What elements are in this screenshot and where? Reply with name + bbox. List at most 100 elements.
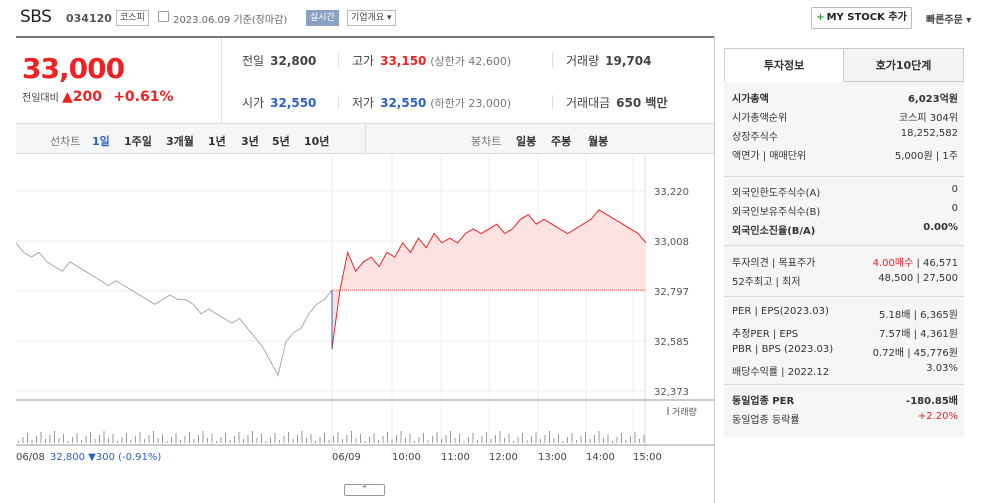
volume-bar [382, 436, 384, 443]
info-label: 52주최고 | 최저 [732, 277, 801, 288]
volume-bar [117, 441, 118, 443]
info-row: 동일업종 PER -180.85배 [732, 392, 958, 408]
chart-period-bar: 선차트 1일 1주일 3개월 1년 3년 5년 10년 봉차트 일봉 주봉 월봉 [16, 123, 714, 155]
period-1d[interactable]: 1일 [92, 135, 110, 148]
candle-weekly[interactable]: 주봉 [551, 135, 572, 148]
volume-bar [319, 437, 321, 443]
volume-bar [531, 436, 532, 443]
y-tick-label: 33,220 [654, 187, 689, 198]
info-value: 코스피 304위 [898, 113, 958, 124]
volume-bar [45, 439, 46, 443]
volume-bar [526, 440, 528, 443]
volume-bar [571, 433, 573, 443]
volume-bar [283, 436, 285, 443]
volume-value: 19,704 [605, 54, 652, 68]
volume-bar [103, 431, 105, 443]
collapse-chart-button[interactable]: ⌃ [344, 484, 385, 496]
volume-bar [535, 432, 537, 443]
volume-bar [297, 435, 298, 443]
info-row: 시가총액 6,023억원 [732, 90, 958, 106]
chart-svg: 33,220 33,008 32,797 32,585 32,373 06/08 06/09… [15, 155, 714, 463]
volume-legend: 거래량 [672, 406, 697, 418]
volume-bar [391, 439, 393, 443]
x-tick-label: 15:00 [633, 452, 662, 463]
volume-bar [549, 431, 550, 443]
period-3m[interactable]: 3개월 [166, 135, 194, 148]
y-tick-label: 32,373 [654, 387, 689, 398]
amount-value: 650 백만 [616, 96, 668, 110]
volume-bar [621, 433, 622, 443]
volume-bar [558, 434, 559, 443]
tab-invest-info[interactable]: 투자정보 [724, 48, 844, 82]
candle-daily[interactable]: 일봉 [516, 135, 537, 148]
volume-bar [427, 440, 429, 443]
realtime-tag[interactable]: 실시간 [306, 10, 339, 26]
period-5y[interactable]: 5년 [272, 135, 290, 148]
volume-bar [612, 441, 613, 443]
volume-bar [292, 439, 294, 443]
volume-bar [220, 437, 222, 443]
info-label: 투자의견 | 목표주가 [732, 258, 816, 269]
volume-bar [301, 431, 303, 443]
today-area-fill [332, 209, 646, 350]
volume-bar [175, 433, 177, 443]
volume-bar [180, 440, 181, 443]
volume-bar [94, 439, 96, 443]
volume-bar [351, 431, 352, 443]
volume-bar [378, 440, 379, 443]
change-percent: +0.61% [113, 89, 174, 105]
period-3y[interactable]: 3년 [241, 135, 259, 148]
fast-order-menu[interactable]: 빠른주문 ▾ [926, 11, 971, 26]
volume-bar [400, 431, 402, 443]
divider [338, 95, 339, 109]
divider [724, 296, 964, 297]
divider [16, 36, 714, 38]
add-mystock-button[interactable]: + MY STOCK 추가 [811, 7, 912, 29]
volume-bar [198, 435, 199, 443]
volume-bar [441, 439, 442, 443]
volume-bar [337, 432, 339, 443]
volume-bar [499, 431, 501, 443]
intraday-chart[interactable]: 33,220 33,008 32,797 32,585 32,373 06/08 06/09… [15, 155, 714, 500]
high-label: 고가 [352, 54, 375, 68]
info-value: -180.85배 [906, 396, 958, 407]
info-label: 외국인소진율(B/A) [732, 226, 816, 237]
volume-bar [99, 435, 100, 443]
volume-bar [508, 434, 510, 443]
stock-code: 034120 [66, 12, 112, 25]
volume-bar [90, 432, 91, 443]
company-overview-dropdown[interactable]: 기업개요 ▾ [347, 10, 396, 26]
volume-bar [76, 433, 78, 443]
volume-bar [450, 431, 451, 443]
volume-bar [468, 437, 469, 443]
info-row: 외국인소진율(B/A) 0.00% [732, 222, 958, 238]
period-1y[interactable]: 1년 [208, 135, 226, 148]
volume-bar [387, 432, 388, 443]
volume-bar [261, 434, 262, 443]
candle-chart-label: 봉차트 [471, 135, 502, 148]
period-1w[interactable]: 1주일 [124, 135, 152, 148]
volume-bar [481, 436, 483, 443]
candle-monthly[interactable]: 월봉 [588, 135, 609, 148]
x-tick-label: 11:00 [441, 452, 470, 463]
tab-hoga[interactable]: 호가10단계 [843, 48, 964, 82]
info-label: PBR | BPS (2023.03) [732, 344, 834, 355]
high-value: 33,150 [380, 54, 427, 68]
volume-bar [238, 432, 240, 443]
period-10y[interactable]: 10년 [304, 135, 330, 148]
open-value: 32,550 [270, 96, 317, 110]
stock-header: SBS 034120 코스피 2023.06.09 기준(장마감) 실시간 기업… [0, 0, 986, 36]
volume-bar [139, 432, 141, 443]
info-value: 5,000원 | 1주 [894, 151, 958, 162]
price-summary: 33,000 전일대비 ▲200 +0.61% [16, 38, 222, 122]
info-row: 배당수익률 | 2022.12 3.03% [732, 363, 958, 379]
x-tick-label: 14:00 [586, 452, 615, 463]
plus-icon: + [816, 12, 825, 23]
base-date: 2023.06.09 기준(장마감) [173, 15, 288, 26]
y-tick-label: 32,585 [654, 337, 689, 348]
invest-opinion: 4.00매수 [872, 258, 914, 269]
info-value: +2.20% [917, 411, 958, 422]
volume-bar [112, 434, 114, 443]
info-row: 52주최고 | 최저 48,500 | 27,500 [732, 273, 958, 289]
volume-bar [346, 435, 348, 443]
